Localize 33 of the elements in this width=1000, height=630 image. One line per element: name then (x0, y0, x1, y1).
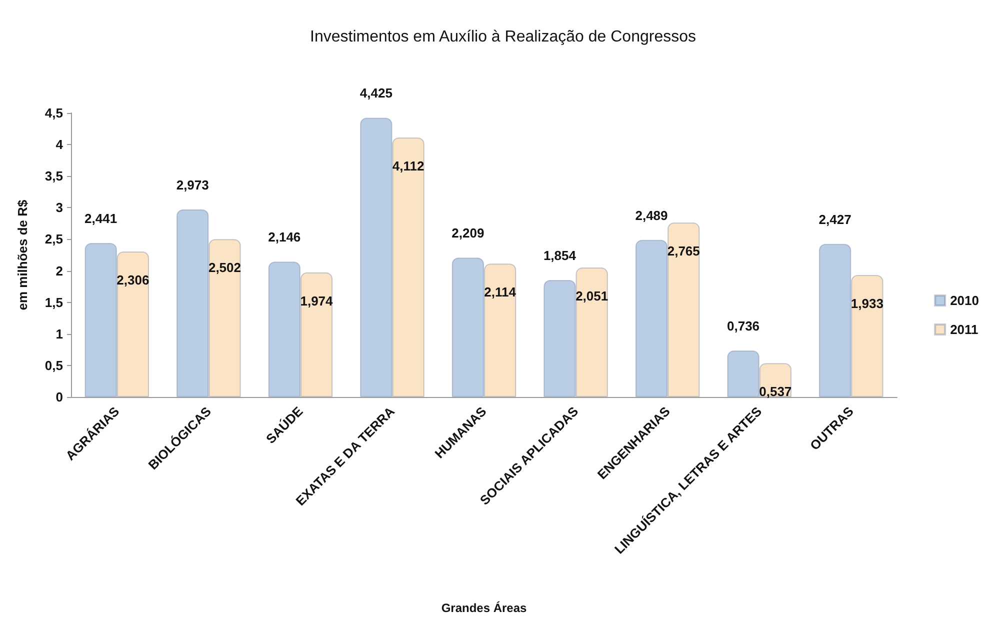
data-label: 2,441 (84, 210, 118, 226)
data-label: 2,427 (818, 212, 852, 227)
y-tick-label: 3 (56, 200, 63, 216)
y-tick-label: 3,5 (44, 168, 63, 184)
data-label: 2,146 (268, 230, 301, 245)
legend-label: 2010 (950, 293, 979, 308)
data-label: 2,209 (452, 226, 484, 241)
chart-title: Investimentos em Auxílio à Realização de Congressos (310, 28, 696, 46)
y-tick-label: 4 (56, 137, 64, 152)
data-label: 4,112 (392, 158, 424, 174)
data-label: 1,854 (543, 248, 577, 263)
y-tick-label: 2,5 (44, 232, 63, 247)
y-tick-label: 1,5 (44, 294, 63, 310)
legend-label: 2011 (950, 322, 978, 337)
data-label: 0,736 (727, 318, 760, 334)
data-label: 1,974 (300, 293, 334, 308)
data-label: 2,973 (176, 177, 209, 192)
data-label: 4,425 (360, 86, 392, 101)
data-label: 2,306 (116, 272, 150, 288)
data-label: 1,933 (850, 296, 884, 312)
data-label: 2,114 (484, 284, 517, 300)
y-tick-label: 0,5 (44, 358, 63, 373)
y-tick-label: 0 (56, 390, 63, 404)
y-axis-title: em milhões de R$ (15, 198, 30, 310)
data-label: 2,765 (667, 244, 700, 258)
data-label: 2,502 (208, 260, 241, 276)
data-label: 0,537 (759, 384, 792, 400)
y-tick-label: 1 (56, 326, 63, 342)
data-label: 2,489 (635, 208, 668, 223)
y-tick-label: 2 (56, 263, 63, 278)
data-label: 2,051 (576, 288, 608, 304)
x-axis-title: Grandes Áreas (441, 601, 528, 615)
y-tick-label: 4,5 (44, 106, 63, 120)
